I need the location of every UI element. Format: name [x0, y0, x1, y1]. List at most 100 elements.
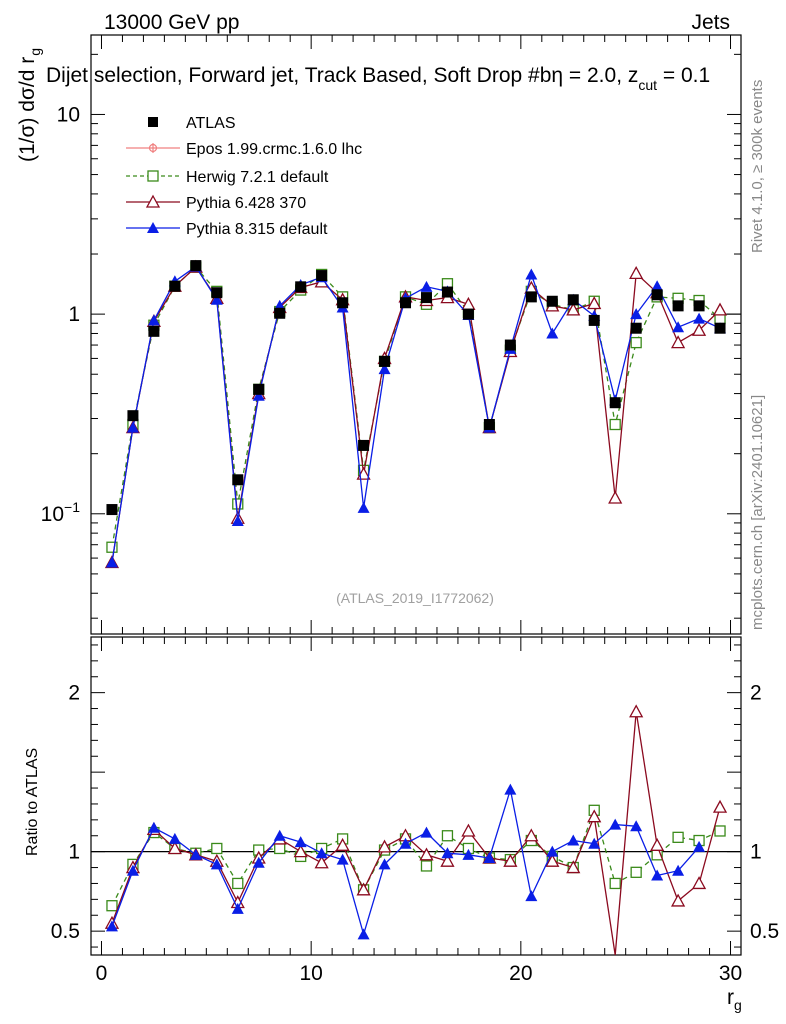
ratio-point-pythia-8-315-default — [546, 845, 559, 857]
main-point-pythia-8-315-default — [420, 280, 433, 292]
ratio-point-pythia-8-315-default — [693, 840, 706, 852]
main-line-pythia-8-315-default — [111, 265, 721, 563]
main-series-atlas — [106, 260, 726, 516]
analysis-watermark: (ATLAS_2019_I1772062) — [336, 590, 494, 606]
main-point-atlas — [483, 419, 495, 431]
main-point-atlas — [651, 289, 663, 301]
legend-marker-pythia6 — [145, 194, 161, 208]
ratio-point-pythia-8-315-default — [231, 902, 244, 914]
ratio-ytick-label-right: 1 — [750, 841, 762, 864]
main-point-pythia-6-428-370 — [587, 296, 602, 310]
ratio-ytick-label: 2 — [68, 682, 80, 705]
main-point-atlas — [672, 300, 684, 312]
main-point-atlas — [148, 325, 160, 337]
main-point-pythia-6-428-370 — [671, 335, 686, 349]
main-ylabel: (1/σ) dσ/d rg — [16, 48, 43, 162]
ratio-series-pythia-8-315-default — [105, 783, 706, 940]
main-point-pythia-8-315-default — [147, 314, 160, 326]
main-ylabel-sub: g — [27, 48, 43, 56]
ratio-point-pythia-8-315-default — [294, 836, 307, 848]
main-series-pythia-6-428-370 — [104, 259, 728, 569]
main-point-herwig-7-2-1-default — [232, 498, 244, 510]
ratio-line-pythia-8-315-default — [111, 789, 700, 937]
ratio-point-herwig-7-2-1-default — [441, 830, 454, 842]
main-point-pythia-6-428-370 — [691, 322, 707, 336]
main-point-atlas — [379, 355, 391, 367]
plot-title-eta: η = 2.0, z — [551, 64, 638, 87]
ratio-point-pythia-6-428-370 — [314, 855, 329, 869]
ratio-point-pythia-8-315-default — [609, 818, 622, 830]
ratio-axis-ticks: 0.5 0.51 12 20 10 20 30 — [51, 637, 779, 985]
ratio-point-herwig-7-2-1-default — [609, 877, 621, 890]
main-point-atlas — [316, 270, 328, 282]
plot-title-cut: cut — [638, 77, 657, 93]
main-point-atlas — [567, 294, 579, 306]
plot-title-part1: Dijet selection, Forward jet, Track Base… — [46, 64, 551, 87]
ratio-point-pythia-6-428-370 — [691, 876, 707, 890]
main-point-atlas — [295, 281, 307, 293]
legend-marker-pythia8 — [147, 222, 159, 233]
rivet-label: Rivet 4.1.0, ≥ 300k events — [749, 80, 766, 253]
main-point-atlas — [420, 292, 432, 304]
main-point-herwig-7-2-1-default — [609, 418, 621, 431]
main-point-atlas — [190, 260, 202, 272]
main-point-pythia-8-315-default — [105, 556, 118, 568]
ratio-point-pythia-6-428-370 — [650, 837, 665, 851]
ratio-series-pythia-6-428-370 — [104, 704, 728, 956]
main-point-pythia-8-315-default — [231, 515, 244, 527]
main-point-atlas — [462, 308, 474, 320]
main-ytick-label: 1 — [68, 303, 80, 326]
ratio-xtick-label: 30 — [719, 962, 742, 985]
ratio-point-pythia-8-315-default — [378, 858, 391, 870]
main-series-group — [104, 259, 728, 569]
main-point-pythia-6-428-370 — [712, 302, 728, 316]
ratio-point-pythia-8-315-default — [315, 847, 328, 859]
main-point-pythia-8-315-default — [252, 389, 265, 401]
main-point-atlas — [546, 295, 558, 307]
main-point-pythia-6-428-370 — [566, 302, 581, 316]
main-point-pythia-8-315-default — [210, 293, 223, 305]
energy-label: 13000 GeV pp — [104, 11, 239, 34]
main-point-pythia-6-428-370 — [608, 490, 623, 504]
main-point-pythia-8-315-default — [672, 321, 685, 333]
legend-label-epos: Epos 1.99.crmc.1.6.0 lhc — [186, 141, 362, 158]
legend-marker-atlas — [148, 117, 158, 127]
ratio-point-pythia-6-428-370 — [356, 882, 371, 896]
ratio-point-pythia-8-315-default — [336, 853, 349, 865]
main-point-pythia-6-428-370 — [629, 266, 644, 280]
ratio-xtick-label: 0 — [96, 962, 108, 985]
main-point-atlas — [609, 397, 621, 409]
ratio-point-pythia-8-315-default — [504, 783, 517, 795]
main-point-atlas — [106, 504, 118, 516]
main-point-atlas — [400, 297, 412, 309]
ratio-point-pythia-8-315-default — [483, 852, 496, 864]
main-line-pythia-6-428-370 — [111, 266, 721, 563]
ratio-point-herwig-7-2-1-default — [274, 842, 286, 855]
main-point-pythia-8-315-default — [630, 308, 643, 320]
main-point-atlas — [274, 307, 286, 319]
ratio-point-pythia-6-428-370 — [440, 853, 455, 867]
ratio-ytick-label-right: 0.5 — [750, 920, 779, 943]
ratio-point-pythia-8-315-default — [672, 864, 685, 876]
main-point-pythia-6-428-370 — [461, 296, 476, 310]
main-point-atlas — [441, 286, 453, 298]
main-point-pythia-8-315-default — [126, 421, 139, 433]
main-point-herwig-7-2-1-default — [630, 336, 642, 349]
ratio-point-herwig-7-2-1-default — [630, 866, 642, 878]
main-point-pythia-8-315-default — [378, 363, 391, 375]
legend-entry-pythia8: Pythia 8.315 default — [126, 221, 328, 238]
ratio-point-pythia-6-428-370 — [524, 828, 539, 842]
ratio-point-herwig-7-2-1-default — [672, 831, 684, 843]
main-point-atlas — [525, 291, 537, 303]
main-point-atlas — [358, 439, 370, 451]
main-point-pythia-8-315-default — [546, 327, 559, 339]
ratio-point-pythia-6-428-370 — [293, 844, 308, 858]
legend-entry-atlas: ATLAS — [148, 115, 236, 132]
ratio-point-pythia-8-315-default — [399, 837, 412, 849]
main-point-herwig-7-2-1-default — [106, 541, 118, 553]
ratio-point-pythia-8-315-default — [273, 829, 286, 841]
main-ytick-label: 10−1 — [41, 499, 81, 526]
ratio-xtick-label: 20 — [509, 962, 532, 985]
ratio-ytick-label: 1 — [68, 841, 80, 864]
